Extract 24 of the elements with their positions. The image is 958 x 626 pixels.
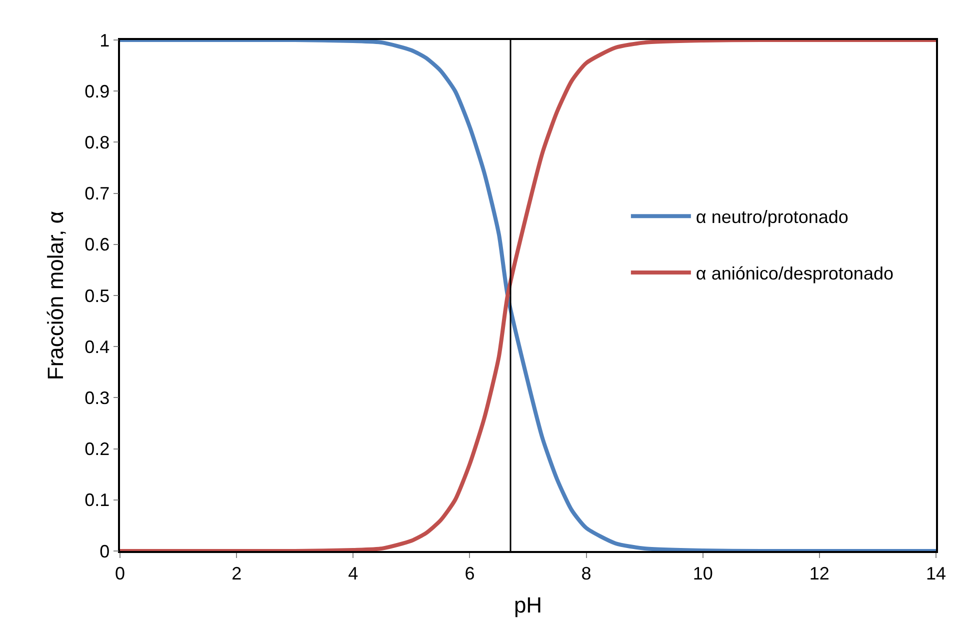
x-axis-title: pH: [514, 592, 542, 618]
y-tick-label: 0.3: [84, 388, 110, 408]
y-tick-label: 0.5: [84, 286, 110, 306]
x-tick-label: 12: [809, 563, 830, 584]
x-tick-label: 8: [581, 563, 592, 584]
y-tick-label: 0.2: [84, 439, 110, 460]
y-axis-title: Fracción molar, α: [42, 210, 68, 380]
y-tick-label: 0.1: [84, 490, 110, 510]
x-tick-label: 4: [348, 563, 358, 584]
x-tick-label: 14: [926, 563, 946, 584]
y-tick-label: 0.4: [84, 336, 110, 357]
x-tick-label: 6: [464, 563, 475, 584]
x-tick-label: 10: [692, 563, 713, 584]
y-tick-label: 1: [100, 30, 110, 50]
y-tick-label: 0.6: [84, 234, 110, 255]
legend-label: α neutro/protonado: [696, 207, 848, 228]
y-tick-label: 0.9: [84, 81, 110, 102]
y-tick-label: 0: [100, 541, 110, 562]
legend-label: α aniónico/desprotonado: [696, 264, 894, 284]
x-tick-label: 0: [114, 563, 126, 584]
y-tick-label: 0.8: [84, 132, 110, 152]
x-tick-label: 2: [232, 563, 242, 584]
line-series: [120, 40, 936, 551]
y-tick-label: 0.7: [84, 184, 110, 204]
